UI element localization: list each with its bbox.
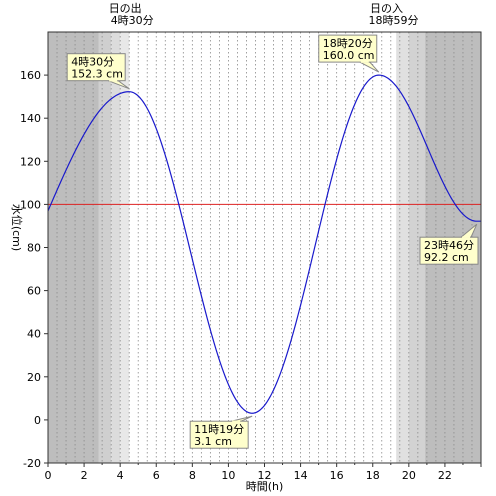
x-tick-label: 22 (438, 469, 452, 482)
callout-value: 92.2 cm (424, 251, 469, 264)
callout-box (318, 34, 378, 63)
x-tick-label: 16 (330, 469, 344, 482)
x-tick-label: 20 (402, 469, 416, 482)
callout-time: 23時46分 (424, 239, 474, 252)
x-tick-label: 4 (117, 469, 124, 482)
night-shade-band-4 (396, 32, 409, 463)
x-axis-label: 時間(h) (246, 480, 284, 493)
night-shade-band-3 (120, 32, 130, 463)
x-tick-label: 6 (153, 469, 160, 482)
night-shade-band-5 (408, 32, 426, 463)
tide-series-line (47, 74, 481, 414)
y-tick-label: -20 (23, 457, 41, 470)
y-tick-label: 160 (20, 69, 41, 82)
x-tick-label: 10 (221, 469, 235, 482)
callout-pointer (359, 61, 380, 73)
sunrise-label: 日の出 (109, 1, 142, 15)
callout-time: 18時20分 (323, 37, 373, 50)
callout-box (189, 420, 249, 449)
y-tick-label: 100 (20, 198, 41, 211)
y-tick-label: 80 (27, 242, 41, 255)
x-tick-label: 8 (189, 469, 196, 482)
callout-value: 3.1 cm (194, 435, 232, 448)
callout-value: 152.3 cm (71, 68, 123, 81)
x-tick-label: 0 (45, 469, 52, 482)
x-tick-label: 14 (294, 469, 308, 482)
night-shade-band-2 (111, 32, 121, 463)
callout-value: 160.0 cm (323, 49, 375, 62)
night-shade-band-1 (98, 32, 112, 463)
y-tick-label: 120 (20, 155, 41, 168)
y-tick-label: 60 (27, 285, 41, 298)
night-shade-band-0 (48, 32, 99, 463)
callout-time: 11時19分 (194, 423, 244, 436)
sunrise-time: 4時30分 (111, 14, 154, 27)
y-tick-label: 40 (27, 328, 41, 341)
sunset-time: 18時59分 (368, 14, 418, 27)
axes: -20 0 20 40 60 80 100 120 140 160 0 2 4 6 8 10 12 14 16 18 2… (20, 69, 482, 482)
callout-box (419, 236, 479, 265)
x-tick-label: 2 (81, 469, 88, 482)
callout-time: 4時30分 (71, 56, 114, 69)
y-tick-label: 0 (34, 414, 41, 427)
x-tick-label: 12 (258, 469, 272, 482)
y-tick-label: 20 (27, 371, 41, 384)
y-tick-label: 140 (20, 112, 41, 125)
y-axis-label: 水位(cm) (10, 204, 24, 251)
sunset-label: 日の入 (370, 2, 403, 15)
callout-box (66, 53, 126, 82)
x-tick-label: 18 (366, 469, 380, 482)
